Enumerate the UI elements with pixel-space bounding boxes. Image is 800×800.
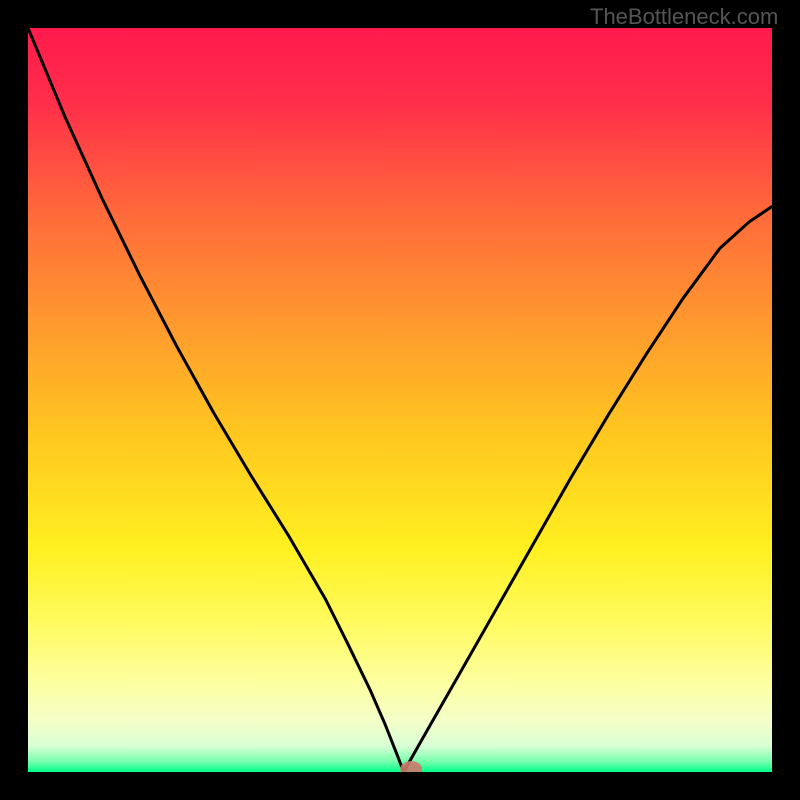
gradient-background xyxy=(28,28,772,772)
bottleneck-chart xyxy=(28,28,772,772)
chart-container: { "chart": { "type": "area-with-line", "… xyxy=(0,0,800,800)
watermark-text: TheBottleneck.com xyxy=(590,4,778,30)
